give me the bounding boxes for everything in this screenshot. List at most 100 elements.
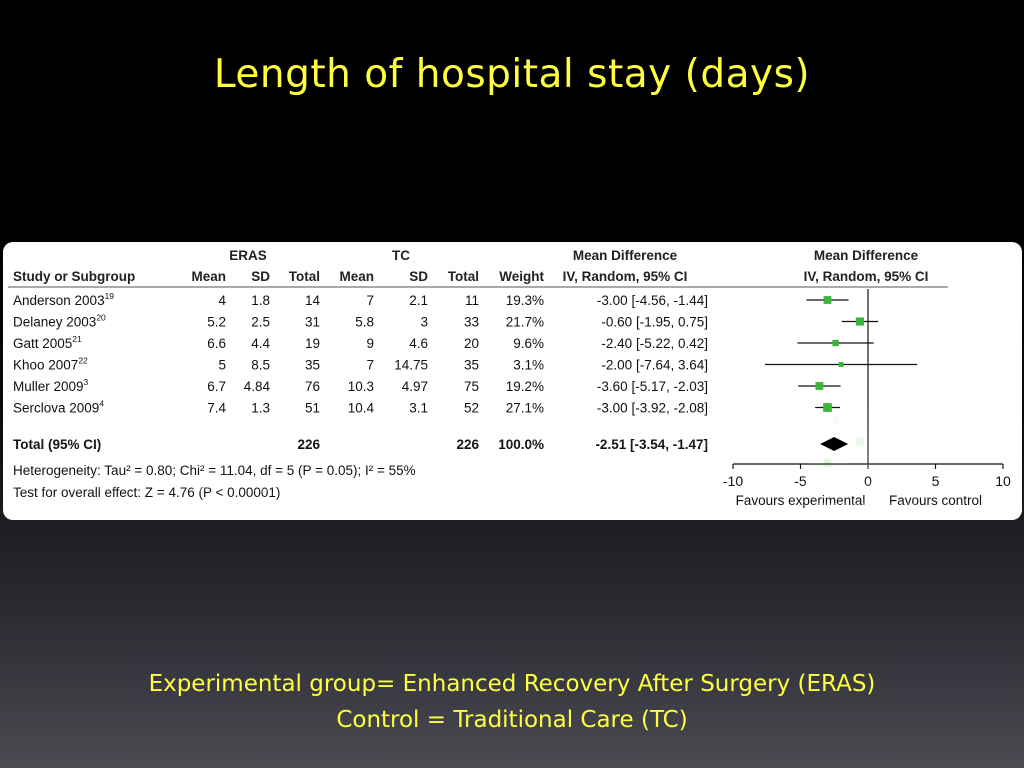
eras-total: 14	[305, 455, 321, 470]
tc-mean: 7	[366, 358, 374, 373]
header-effect-subtitle: IV, Random, 95% CI	[563, 479, 688, 494]
eras-sd: 2.5	[251, 315, 270, 330]
overall-effect-text: Test for overall effect: Z = 4.76 (P < 0…	[13, 263, 280, 278]
pooled-diamond	[820, 312, 849, 326]
tc-sd: 4.6	[409, 412, 428, 427]
study-marker	[832, 416, 839, 424]
eras-total: 31	[305, 434, 320, 449]
eras-mean: 6.6	[207, 412, 226, 427]
total-mean-difference: -2.51 [-3.54, -1.47]	[595, 311, 708, 326]
study-weight: 3.1%	[513, 391, 544, 406]
tc-sd: 3	[420, 434, 428, 449]
study-name: Anderson 200319	[13, 455, 114, 472]
tc-mean: 9	[366, 336, 374, 351]
total-label: Total (95% CI)	[13, 437, 101, 452]
total-weight: 100.0%	[498, 437, 544, 452]
favours-left-label: Favours experimental	[736, 255, 866, 270]
header-effect-subtitle: IV, Random, 95% CI	[563, 269, 688, 284]
study-marker	[855, 317, 864, 326]
column-header: Mean	[191, 269, 226, 284]
eras-sd: 4.4	[251, 336, 270, 351]
forest-plot: ERAS TC Mean Difference IV, Random, 95% CI M…	[8, 248, 1011, 508]
study-reference: 3	[84, 376, 89, 386]
eras-total: 19	[305, 336, 320, 351]
eras-mean: 7.4	[207, 401, 226, 416]
study-name: Muller 20093	[13, 369, 89, 386]
favours-right-label: Favours control	[889, 493, 982, 508]
tc-mean: 7	[366, 391, 374, 406]
study-mean-difference: -2.00 [-7.64, 3.64]	[601, 358, 708, 373]
study-reference: 22	[78, 356, 88, 366]
tc-total: 35	[464, 391, 479, 406]
caption: Experimental group= Enhanced Recovery Af…	[0, 666, 1024, 738]
eras-sd: 1.8	[251, 455, 270, 470]
tc-sd: 3	[420, 315, 428, 330]
study-reference: 19	[105, 462, 115, 472]
study-weight: 21.7%	[506, 315, 544, 330]
study-weight: 3.1%	[513, 358, 544, 373]
column-header: SD	[409, 479, 428, 494]
eras-total: 51	[305, 401, 320, 416]
study-weight: 21.7%	[506, 434, 544, 449]
tc-sd: 14.75	[394, 358, 428, 373]
tc-mean: 10.3	[348, 369, 374, 384]
eras-sd: 4.84	[244, 369, 271, 384]
eras-mean: 6.6	[207, 336, 226, 351]
study-name: Serclova 20094	[13, 399, 104, 416]
eras-sd: 1.3	[251, 401, 270, 416]
study-weight: 19.3%	[506, 455, 544, 470]
study-reference: 21	[72, 419, 82, 429]
study-name: Delaney 200320	[13, 313, 106, 330]
eras-sd: 1.3	[251, 348, 270, 363]
header-group-tc: TC	[392, 500, 410, 515]
x-tick-label: -10	[723, 473, 743, 489]
study-reference: 3	[84, 377, 89, 387]
tc-total: 33	[464, 434, 479, 449]
column-header: SD	[251, 269, 270, 284]
eras-total: 19	[305, 412, 320, 427]
tc-mean: 9	[366, 412, 374, 427]
eras-sd: 8.5	[251, 391, 270, 406]
total-eras: 226	[297, 437, 320, 452]
eras-sd: 1.8	[251, 293, 270, 308]
column-header: Mean	[339, 479, 374, 494]
caption-line-2: Control = Traditional Care (TC)	[336, 707, 688, 733]
study-marker	[815, 373, 824, 381]
study-marker	[823, 296, 832, 304]
column-header: Total	[448, 479, 479, 494]
study-name: Muller 20093	[13, 377, 89, 394]
x-tick-label: 0	[864, 473, 872, 489]
tc-sd: 2.1	[409, 293, 428, 308]
x-tick-label: -5	[794, 274, 807, 290]
x-tick-label: 0	[864, 274, 872, 290]
eras-total: 14	[305, 293, 321, 308]
column-header: Weight	[499, 479, 544, 494]
x-tick-label: -10	[723, 274, 743, 290]
tc-total: 35	[464, 358, 479, 373]
study-mean-difference: -3.00 [-4.56, -1.44]	[597, 293, 708, 308]
study-weight: 19.3%	[506, 293, 544, 308]
tc-total: 11	[465, 293, 479, 308]
study-weight: 19.2%	[506, 379, 544, 394]
study-mean-difference: -3.00 [-3.92, -2.08]	[597, 348, 708, 363]
header-plot-title: Mean Difference	[814, 248, 919, 263]
header-group-eras: ERAS	[229, 248, 267, 263]
eras-mean: 5.2	[207, 315, 226, 330]
total-tc: 226	[456, 311, 479, 326]
heterogeneity-text: Heterogeneity: Tau² = 0.80; Chi² = 11.04…	[13, 285, 416, 300]
forest-plot-reflection: ERAS TC Mean Difference IV, Random, 95% CI M…	[3, 243, 1022, 521]
eras-mean: 5	[218, 391, 226, 406]
favours-left-label: Favours experimental	[736, 493, 866, 508]
study-mean-difference: -2.40 [-5.22, 0.42]	[601, 336, 708, 351]
header-effect-title: Mean Difference	[573, 248, 678, 263]
eras-total: 35	[305, 358, 320, 373]
study-mean-difference: -0.60 [-1.95, 0.75]	[601, 315, 708, 330]
study-marker	[855, 437, 864, 446]
favours-right-label: Favours control	[889, 255, 982, 270]
eras-mean: 4	[218, 455, 226, 470]
study-name: Delaney 200320	[13, 434, 106, 451]
study-mean-difference: -2.40 [-5.22, 0.42]	[601, 412, 708, 427]
eras-mean: 7.4	[207, 348, 226, 363]
overall-effect-text: Test for overall effect: Z = 4.76 (P < 0…	[13, 485, 280, 500]
tc-mean: 7	[366, 293, 374, 308]
